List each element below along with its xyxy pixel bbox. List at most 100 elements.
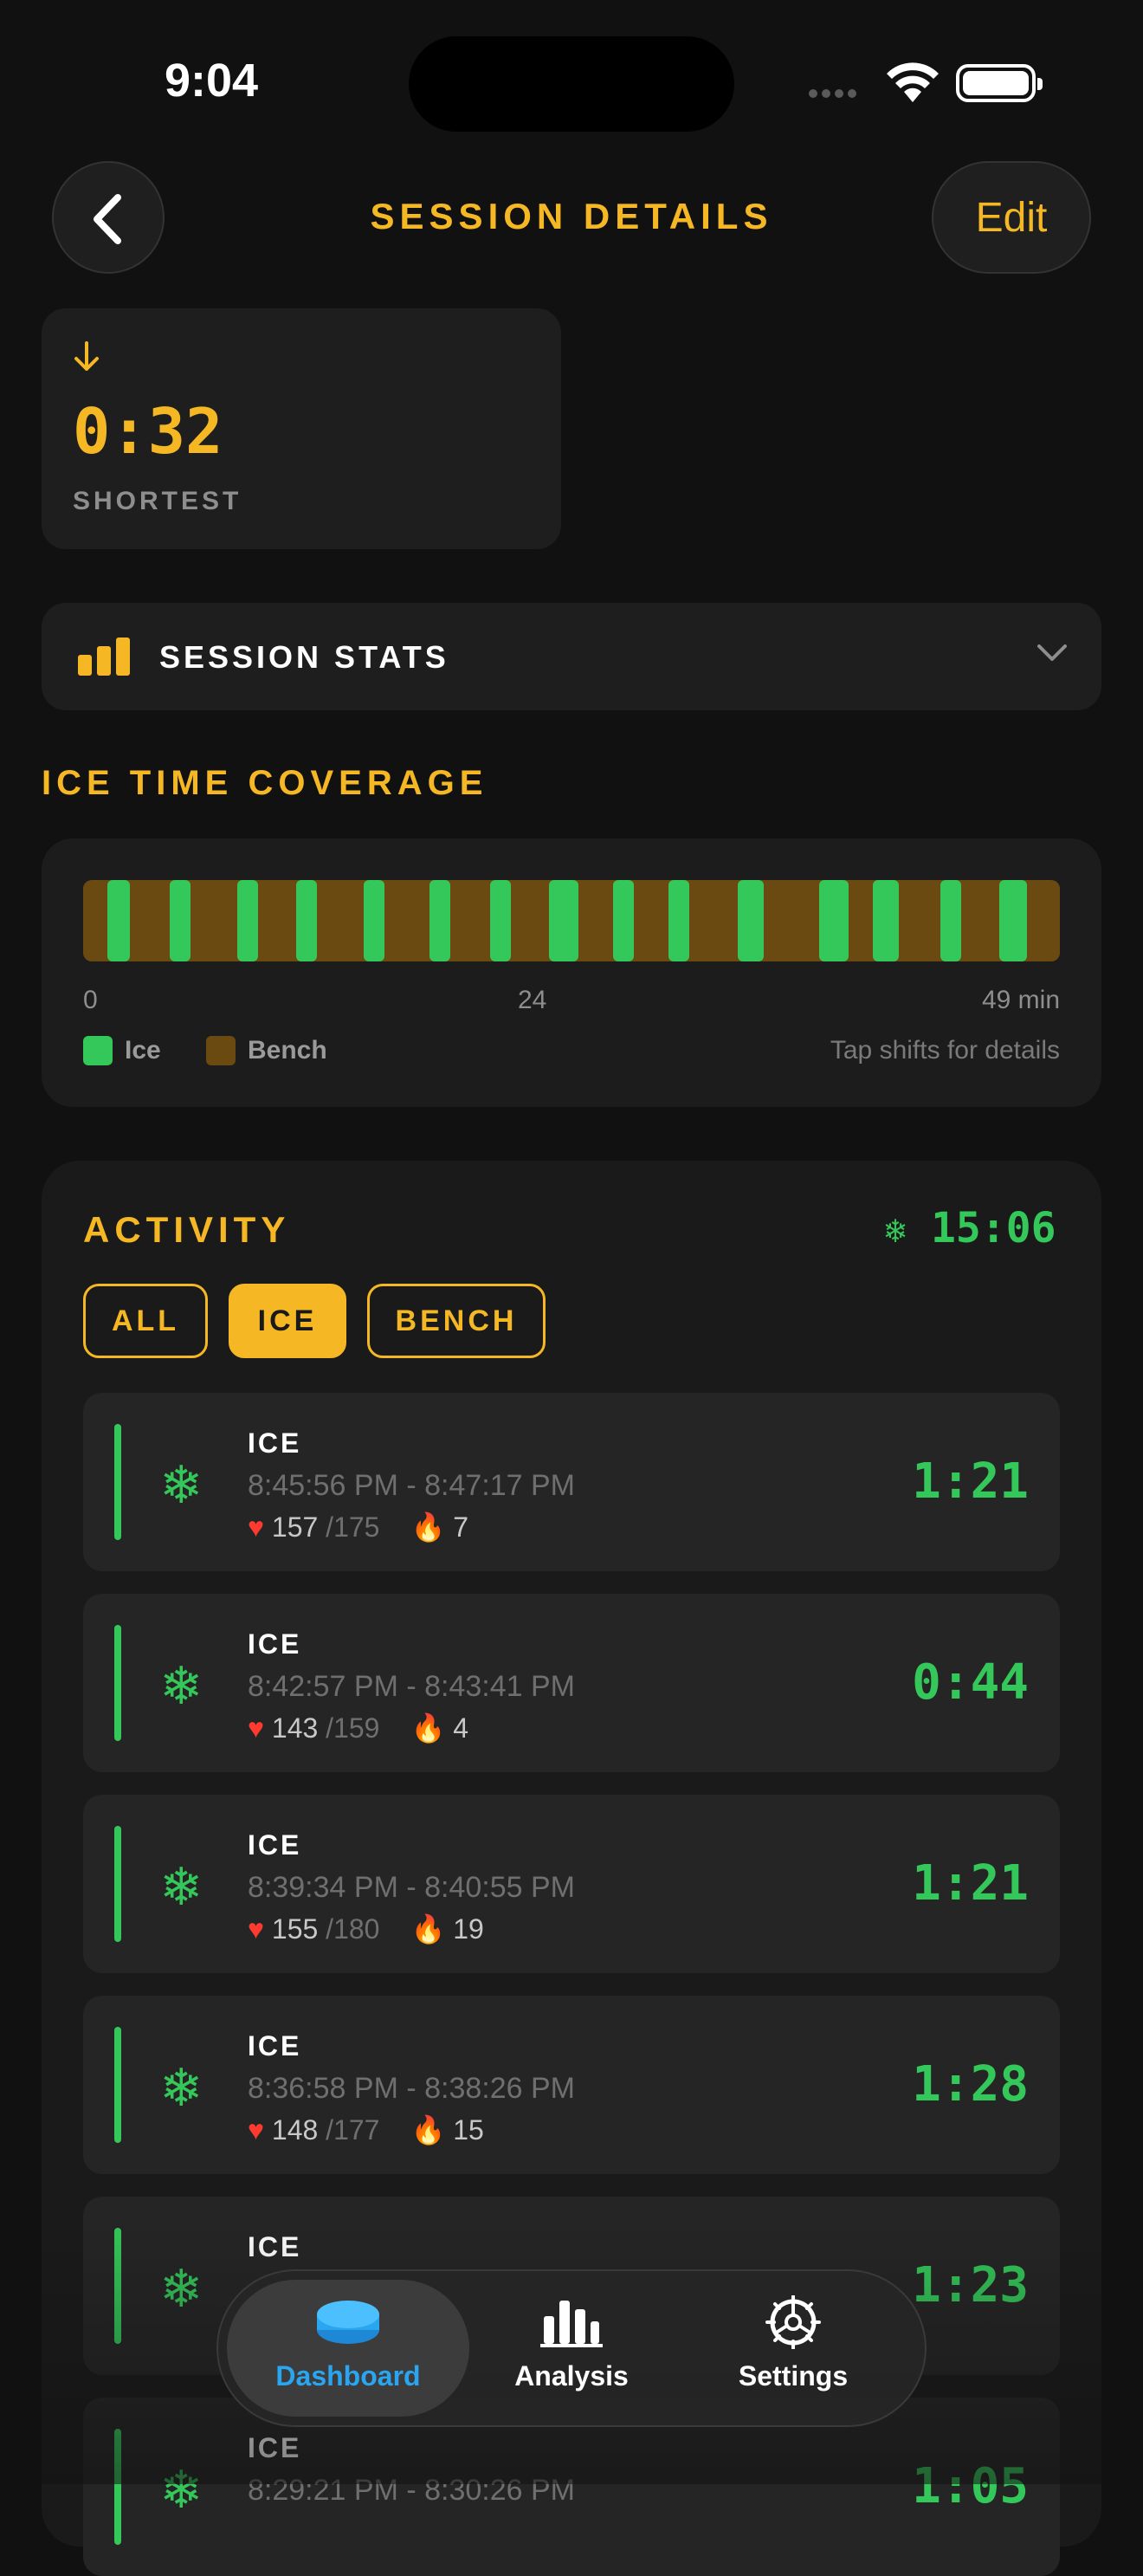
chevron-down-icon — [1036, 643, 1069, 668]
arrow-down-icon — [71, 340, 102, 379]
tab-analysis[interactable]: Analysis — [468, 2295, 675, 2392]
row-hr-max: /180 — [326, 1913, 380, 1945]
row-heart-rate: ♥ 155 /180 🔥 19 — [248, 1913, 484, 1945]
ice-shift-segment[interactable] — [490, 880, 511, 961]
coverage-timeline[interactable] — [83, 880, 1060, 961]
row-calories: 19 — [453, 1913, 484, 1945]
ice-shift-segment[interactable] — [940, 880, 961, 961]
legend-bench-label: Bench — [248, 1036, 327, 1065]
row-heart-rate: ♥ 143 /159 🔥 4 — [248, 1712, 468, 1744]
cellular-signal-icon — [809, 87, 869, 99]
ice-indicator-bar — [114, 1826, 121, 1942]
row-duration: 0:44 — [912, 1654, 1029, 1711]
page-title: SESSION DETAILS — [370, 196, 773, 236]
tab-analysis-label: Analysis — [514, 2360, 629, 2392]
row-hr-avg: 155 — [271, 1913, 319, 1945]
tab-dashboard-label: Dashboard — [275, 2360, 421, 2392]
row-calories: 7 — [453, 1511, 468, 1543]
flame-icon: 🔥 — [410, 1712, 446, 1744]
row-hr-max: /159 — [326, 1712, 380, 1744]
row-duration: 1:28 — [912, 2056, 1029, 2113]
filter-all-button[interactable]: ALL — [83, 1284, 208, 1358]
row-type-label: ICE — [248, 2030, 302, 2061]
legend-bench-swatch — [206, 1036, 236, 1065]
row-hr-max: /177 — [326, 2114, 380, 2146]
row-type-label: ICE — [248, 1628, 302, 1660]
session-stats-toggle[interactable] — [42, 603, 1101, 710]
battery-icon — [956, 64, 1043, 102]
ice-shift-segment[interactable] — [549, 880, 578, 961]
heart-icon: ♥ — [248, 1712, 264, 1744]
coverage-hint: Tap shifts for details — [830, 1036, 1060, 1065]
row-heart-rate: ♥ 157 /175 🔥 7 — [248, 1511, 468, 1544]
ice-shift-segment[interactable] — [107, 880, 130, 961]
ice-shift-segment[interactable] — [613, 880, 634, 961]
shortest-value: 0:32 — [73, 395, 223, 468]
ice-shift-segment[interactable] — [429, 880, 450, 961]
back-button[interactable] — [52, 161, 165, 274]
ice-indicator-bar — [114, 1625, 121, 1741]
heart-icon: ♥ — [248, 1913, 264, 1945]
snowflake-icon: ❄ — [885, 1211, 907, 1251]
heart-icon: ♥ — [248, 2114, 264, 2146]
row-hr-avg: 148 — [271, 2114, 319, 2146]
session-stats-label: SESSION STATS — [159, 639, 449, 675]
ice-shift-segment[interactable] — [296, 880, 317, 961]
filter-ice-button[interactable]: ICE — [229, 1284, 346, 1358]
row-calories: 15 — [453, 2114, 484, 2146]
flame-icon: 🔥 — [410, 1511, 446, 1543]
snowflake-icon: ❄ — [159, 1858, 203, 1916]
row-time-range: 8:45:56 PM - 8:47:17 PM — [248, 1469, 575, 1502]
activity-row[interactable]: ❄ ICE 8:42:57 PM - 8:43:41 PM ♥ 143 /159 🔥 4… — [83, 1594, 1060, 1772]
activity-title: ACTIVITY — [83, 1209, 291, 1250]
row-time-range: 8:36:58 PM - 8:38:26 PM — [248, 2072, 575, 2105]
activity-total: ❄ 15:06 — [885, 1204, 1056, 1252]
edit-button[interactable]: Edit — [932, 161, 1091, 274]
coverage-tick-mid: 24 — [518, 986, 547, 1014]
tab-settings-label: Settings — [738, 2360, 849, 2392]
row-type-label: ICE — [248, 1829, 302, 1861]
puck-icon — [317, 2301, 379, 2344]
ice-shift-segment[interactable] — [668, 880, 689, 961]
ice-indicator-bar — [114, 2027, 121, 2143]
snowflake-icon: ❄ — [159, 2059, 203, 2117]
activity-row[interactable]: ❄ ICE 8:45:56 PM - 8:47:17 PM ♥ 157 /175 🔥 7… — [83, 1393, 1060, 1571]
flame-icon: 🔥 — [410, 1913, 446, 1945]
bar-chart-icon — [78, 638, 133, 680]
ice-shift-segment[interactable] — [999, 880, 1027, 961]
coverage-tick-end: 49 min — [981, 986, 1060, 1014]
tab-dashboard[interactable]: Dashboard — [244, 2295, 452, 2392]
legend-ice-swatch — [83, 1036, 113, 1065]
snowflake-icon: ❄ — [159, 1657, 203, 1715]
heart-icon: ♥ — [248, 1511, 264, 1543]
tab-settings[interactable]: Settings — [689, 2294, 897, 2392]
ice-shift-segment[interactable] — [237, 880, 258, 961]
ice-indicator-bar — [114, 1424, 121, 1540]
activity-row[interactable]: ❄ ICE 8:36:58 PM - 8:38:26 PM ♥ 148 /177 🔥 1… — [83, 1996, 1060, 2174]
bar-chart-icon — [540, 2301, 603, 2347]
row-duration: 1:21 — [912, 1855, 1029, 1912]
dynamic-island — [409, 36, 734, 132]
shortest-shift-card — [42, 308, 561, 549]
row-type-label: ICE — [248, 1427, 302, 1459]
legend-ice-label: Ice — [125, 1036, 161, 1065]
activity-total-value: 15:06 — [931, 1204, 1056, 1252]
snowflake-icon: ❄ — [159, 1456, 203, 1514]
filter-bench-button[interactable]: BENCH — [367, 1284, 546, 1358]
row-time-range: 8:39:34 PM - 8:40:55 PM — [248, 1871, 575, 1904]
coverage-tick-start: 0 — [83, 986, 98, 1014]
ice-shift-segment[interactable] — [364, 880, 384, 961]
ice-shift-segment[interactable] — [170, 880, 190, 961]
row-hr-avg: 157 — [271, 1511, 319, 1543]
activity-row[interactable]: ❄ ICE 8:39:34 PM - 8:40:55 PM ♥ 155 /180 🔥 1… — [83, 1795, 1060, 1973]
ice-shift-segment[interactable] — [873, 880, 899, 961]
row-heart-rate: ♥ 148 /177 🔥 15 — [248, 2113, 484, 2146]
wifi-icon — [883, 59, 942, 108]
shortest-label: SHORTEST — [73, 487, 242, 515]
chevron-left-icon — [94, 194, 121, 244]
ice-shift-segment[interactable] — [738, 880, 764, 961]
ice-shift-segment[interactable] — [819, 880, 849, 961]
row-hr-max: /175 — [326, 1511, 380, 1543]
row-calories: 4 — [453, 1712, 468, 1744]
flame-icon: 🔥 — [410, 2114, 446, 2146]
